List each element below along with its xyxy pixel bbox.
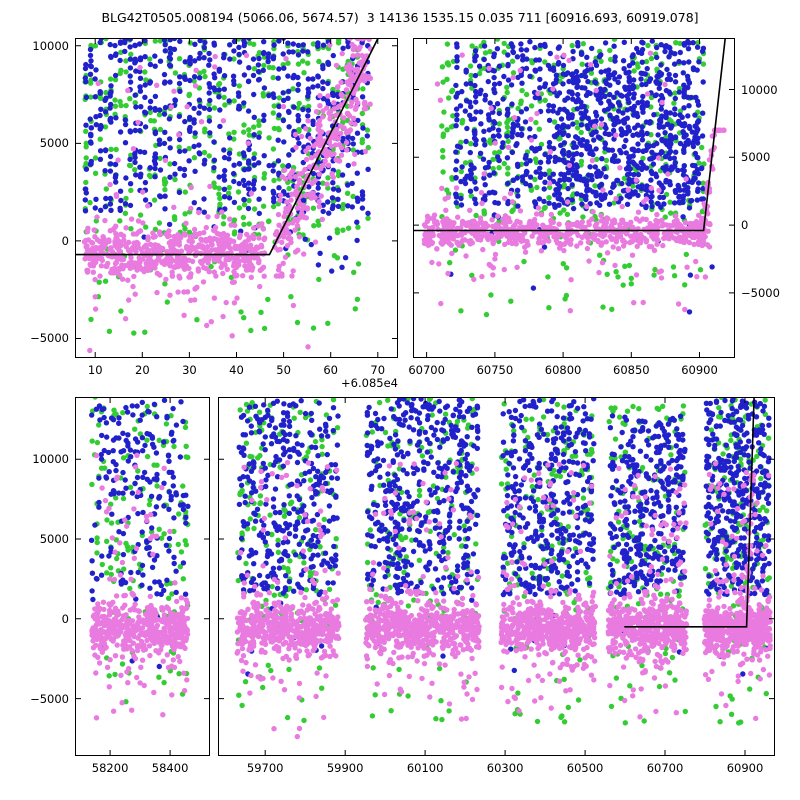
- y-tick-label: −5000: [741, 285, 780, 300]
- subplot-bottom-right: [218, 397, 775, 756]
- scatter-series-pink: [272, 38, 374, 279]
- axes-frame: [218, 397, 775, 756]
- y-tick-label: 0: [741, 218, 749, 233]
- x-tick-label: 60800: [544, 363, 582, 377]
- scatter-series-pink: [87, 294, 311, 354]
- y-tick-label: 5000: [39, 532, 69, 546]
- x-axis-offset-label: +6.085e4: [341, 376, 398, 390]
- axis-ticks: [219, 398, 774, 755]
- y-tick-label: −5000: [30, 691, 69, 706]
- scatter-series-pink: [701, 538, 773, 722]
- x-tick-label: 60750: [476, 363, 514, 377]
- axis-ticks: [76, 398, 209, 755]
- x-tick-label: 60: [323, 363, 338, 377]
- x-tick-label: 60100: [406, 761, 444, 775]
- scatter-series-blue: [453, 38, 707, 212]
- axis-ticks: [76, 39, 397, 357]
- scatter-series-blue: [607, 413, 688, 598]
- scatter-series-pink: [95, 42, 363, 164]
- x-tick-label: 70: [370, 363, 386, 377]
- x-tick-label: 59900: [326, 761, 364, 775]
- subplot-top-right: [413, 38, 735, 358]
- scatter-series-green: [89, 397, 191, 622]
- y-tick-label: 10000: [741, 82, 778, 97]
- figure-title: BLG42T0505.008194 (5066.06, 5674.57) 3 1…: [101, 10, 699, 25]
- scatter-series-pink: [429, 162, 709, 314]
- axes-frame: [75, 38, 398, 358]
- x-tick-label: 30: [182, 363, 197, 377]
- scatter-series-pink: [706, 460, 772, 542]
- x-tick-label: 40: [229, 363, 244, 377]
- axes-frame: [75, 397, 210, 756]
- x-tick-label: 10: [87, 363, 103, 377]
- y-tick-label: 5000: [741, 150, 771, 165]
- scatter-series-pink: [434, 50, 668, 164]
- x-tick-label: 59700: [246, 761, 284, 775]
- scatter-series-blue: [236, 398, 341, 598]
- scatter-series-pink: [613, 465, 688, 542]
- x-tick-label: 58400: [151, 761, 189, 775]
- scatter-series-blue: [703, 397, 772, 598]
- x-tick-label: 60700: [646, 761, 684, 775]
- y-tick-label: 0: [61, 233, 69, 248]
- scatter-series-blue: [82, 38, 371, 217]
- axis-ticks: [414, 39, 734, 357]
- scatter-series-blue: [552, 66, 699, 207]
- x-tick-label: 20: [135, 363, 150, 377]
- scatter-series-pink: [503, 461, 595, 535]
- y-tick-label: −5000: [30, 331, 69, 346]
- scatter-series-blue: [500, 397, 597, 598]
- x-tick-label: 50: [276, 363, 291, 377]
- subplot-bottom-left: [75, 397, 210, 756]
- x-tick-label: 60300: [486, 761, 524, 775]
- x-tick-label: 60900: [681, 363, 718, 377]
- x-tick-label: 60850: [613, 363, 650, 377]
- scatter-series-pink: [237, 533, 342, 740]
- x-tick-label: 60700: [408, 363, 445, 377]
- y-tick-label: 0: [61, 611, 69, 626]
- subplot-top-left: [75, 38, 398, 358]
- x-tick-label: 60900: [726, 761, 764, 775]
- scatter-series-pink: [93, 452, 173, 542]
- model-curve: [75, 38, 380, 256]
- scatter-series-pink: [92, 181, 267, 325]
- scatter-series-pink: [498, 548, 597, 714]
- x-tick-label: 58200: [91, 761, 129, 775]
- y-tick-label: 10000: [32, 452, 69, 467]
- model-curve: [624, 397, 755, 628]
- y-tick-label: 10000: [32, 38, 69, 53]
- scatter-series-pink: [607, 520, 689, 720]
- axes-frame: [413, 38, 735, 358]
- scatter-series-pink: [241, 459, 340, 541]
- x-tick-label: 60500: [566, 761, 604, 775]
- scatter-series-pink: [90, 533, 190, 721]
- model-curve: [413, 38, 727, 232]
- scatter-series-pink: [363, 520, 482, 722]
- y-tick-label: 5000: [39, 136, 69, 151]
- scatter-series-pink: [372, 460, 480, 540]
